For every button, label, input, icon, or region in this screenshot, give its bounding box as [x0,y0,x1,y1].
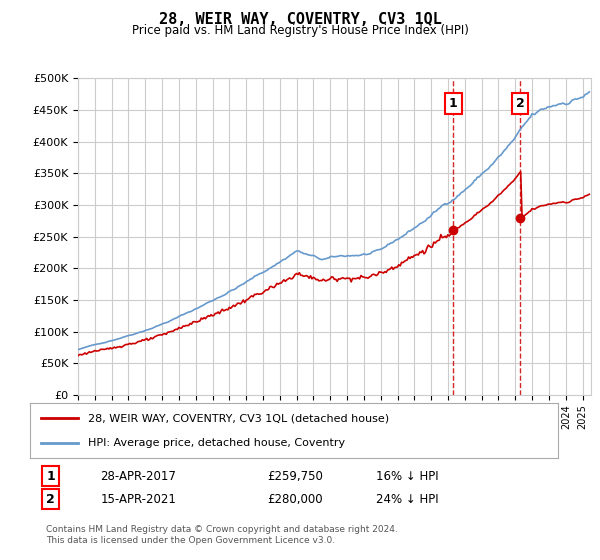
Text: 28, WEIR WAY, COVENTRY, CV3 1QL: 28, WEIR WAY, COVENTRY, CV3 1QL [158,12,442,27]
Text: 16% ↓ HPI: 16% ↓ HPI [376,470,438,483]
Text: 1: 1 [46,470,55,483]
Text: HPI: Average price, detached house, Coventry: HPI: Average price, detached house, Cove… [88,438,345,448]
Text: Price paid vs. HM Land Registry's House Price Index (HPI): Price paid vs. HM Land Registry's House … [131,24,469,37]
Point [74,440,81,447]
Text: £280,000: £280,000 [268,493,323,506]
Text: Contains HM Land Registry data © Crown copyright and database right 2024.
This d: Contains HM Land Registry data © Crown c… [46,525,398,545]
Text: 15-APR-2021: 15-APR-2021 [100,493,176,506]
Text: 1: 1 [449,97,458,110]
Point [37,440,44,447]
Text: 2: 2 [516,97,524,110]
Text: 28, WEIR WAY, COVENTRY, CV3 1QL (detached house): 28, WEIR WAY, COVENTRY, CV3 1QL (detache… [88,413,389,423]
Text: 2: 2 [46,493,55,506]
Text: 24% ↓ HPI: 24% ↓ HPI [376,493,438,506]
Point [37,414,44,421]
Point [74,414,81,421]
Text: 28-APR-2017: 28-APR-2017 [100,470,176,483]
Text: £259,750: £259,750 [268,470,323,483]
